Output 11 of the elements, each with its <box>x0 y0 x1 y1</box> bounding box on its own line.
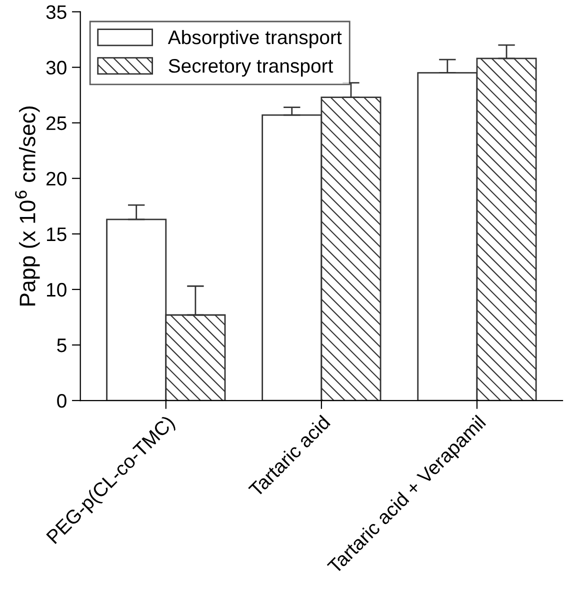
legend-label: Absorptive transport <box>168 30 342 48</box>
y-tick-label: 35 <box>46 5 66 20</box>
y-tick-label: 25 <box>46 116 66 130</box>
y-tick-label: 15 <box>47 228 66 242</box>
y-tick-label: 10 <box>47 282 66 297</box>
y-tick-label: 0 <box>57 394 66 408</box>
y-tick-label: 20 <box>46 172 66 186</box>
y-axis-title: Papp (x 10$^{6}$ cm/sec) <box>15 106 40 306</box>
y-tick-label: 5 <box>57 338 66 352</box>
y-tick-label: 30 <box>46 60 66 75</box>
legend-label: Secretory transport <box>168 59 334 77</box>
